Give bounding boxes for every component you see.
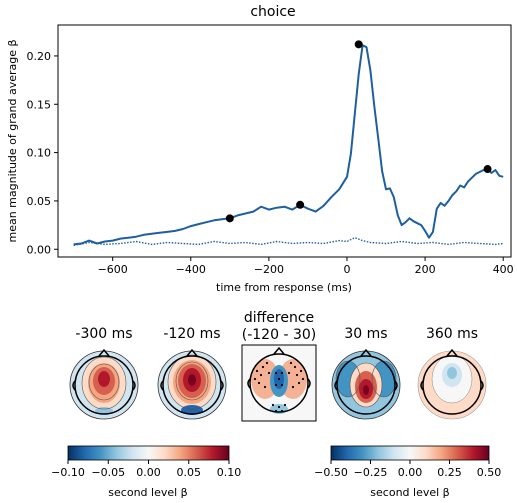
y-tick-label: 0.20 (27, 50, 52, 63)
time-marker (296, 200, 305, 209)
line-chart: choice −600 −400 −200 0 200 400 0.00 0.05 0.10 0.… (6, 4, 514, 294)
x-tick-label: 0 (343, 263, 350, 276)
colorbar-tick-label: 0.05 (177, 466, 202, 479)
topomap-minus300 (69, 348, 139, 420)
colorbar-right-ticks: −0.50 −0.25 0.00 0.25 0.50 (314, 460, 501, 479)
plot-frame (57, 24, 512, 258)
topomap-plus360 (417, 348, 487, 420)
series-line-solid (73, 44, 504, 246)
x-tick-label: −200 (254, 263, 284, 276)
colorbar-tick-label: −0.50 (314, 466, 348, 479)
colorbar-tick-label: −0.25 (354, 466, 388, 479)
time-marker (483, 165, 492, 174)
x-tick-label: −400 (176, 263, 206, 276)
colorbar-tick-label: 0.00 (136, 466, 161, 479)
time-marker (354, 40, 363, 49)
colorbar-left-label: second level β (108, 486, 187, 499)
chart-title: choice (250, 4, 295, 20)
topomap-title-3-line1: difference (244, 310, 314, 326)
colorbar-tick-label: 0.00 (398, 466, 423, 479)
x-tick-label: 200 (415, 263, 436, 276)
topomap-difference (241, 344, 317, 422)
topomap-title-3-line2: (-120 - 30) (242, 327, 316, 343)
topomap-title-4: 30 ms (344, 326, 387, 342)
colorbar-tick-label: 0.10 (217, 466, 242, 479)
marker-layer (225, 40, 492, 223)
colorbar-right-label: second level β (370, 486, 449, 499)
colorbar-left-gradient (67, 445, 230, 461)
topomap-plus30 (331, 348, 401, 420)
axis-ticks: −600 −400 −200 0 200 400 0.00 0.05 0.10 0.15 0.20 (27, 50, 514, 276)
x-tick-label: 400 (493, 263, 514, 276)
colorbar-tick-label: 0.25 (437, 466, 462, 479)
series-layer (73, 44, 504, 247)
colorbar-tick-label: 0.50 (477, 466, 502, 479)
colorbar-tick-label: −0.10 (51, 466, 85, 479)
colorbar-left: −0.10 −0.05 0.00 0.05 0.10 second level β (51, 445, 241, 499)
y-tick-label: 0.05 (27, 195, 52, 208)
colorbar-tick-label: −0.05 (91, 466, 125, 479)
time-marker (225, 214, 234, 223)
x-axis-label: time from response (ms) (216, 281, 352, 294)
topomap-title-2: -120 ms (163, 326, 220, 342)
y-axis-label: mean magnitude of grand average β (6, 39, 19, 242)
y-tick-label: 0.10 (27, 147, 52, 160)
y-tick-label: 0.15 (27, 98, 52, 111)
topomap-minus120 (157, 348, 227, 420)
colorbar-right-gradient (330, 445, 490, 461)
topomap-titles: -300 ms -120 ms difference (-120 - 30) 3… (75, 310, 478, 343)
x-tick-label: −600 (98, 263, 128, 276)
series-line-dotted (73, 237, 504, 247)
colorbar-left-ticks: −0.10 −0.05 0.00 0.05 0.10 (51, 460, 241, 479)
topomap-title-5: 360 ms (426, 326, 478, 342)
colorbar-right: −0.50 −0.25 0.00 0.25 0.50 second level β (314, 445, 501, 499)
y-tick-label: 0.00 (27, 243, 52, 256)
topomap-title-1: -300 ms (75, 326, 132, 342)
